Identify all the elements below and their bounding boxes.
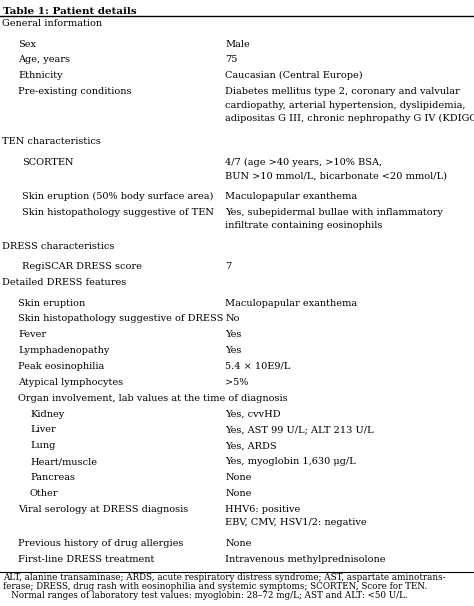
Text: Viral serology at DRESS diagnosis: Viral serology at DRESS diagnosis [18, 505, 188, 514]
Text: 7: 7 [225, 262, 231, 271]
Text: Previous history of drug allergies: Previous history of drug allergies [18, 539, 183, 548]
Text: 5.4 × 10E9/L: 5.4 × 10E9/L [225, 362, 291, 371]
Text: 4/7 (age >40 years, >10% BSA,: 4/7 (age >40 years, >10% BSA, [225, 158, 382, 167]
Text: Pre-existing conditions: Pre-existing conditions [18, 87, 131, 96]
Text: Male: Male [225, 39, 250, 48]
Text: Yes, myoglobin 1,630 μg/L: Yes, myoglobin 1,630 μg/L [225, 457, 356, 466]
Text: Ethnicity: Ethnicity [18, 72, 63, 80]
Text: No: No [225, 315, 239, 324]
Text: Intravenous methylprednisolone: Intravenous methylprednisolone [225, 554, 386, 564]
Text: Table 1: Patient details: Table 1: Patient details [3, 7, 137, 16]
Text: Skin histopathology suggestive of TEN: Skin histopathology suggestive of TEN [22, 207, 214, 216]
Text: Sex: Sex [18, 39, 36, 48]
Text: Yes, AST 99 U/L; ALT 213 U/L: Yes, AST 99 U/L; ALT 213 U/L [225, 425, 374, 435]
Text: HHV6: positive: HHV6: positive [225, 505, 301, 514]
Text: Atypical lymphocytes: Atypical lymphocytes [18, 378, 123, 387]
Text: ferase; DRESS, drug rash with eosinophilia and systemic symptoms; SCORTEN, Score: ferase; DRESS, drug rash with eosinophil… [3, 582, 427, 591]
Text: Diabetes mellitus type 2, coronary and valvular: Diabetes mellitus type 2, coronary and v… [225, 87, 460, 96]
Text: Skin histopathology suggestive of DRESS: Skin histopathology suggestive of DRESS [18, 315, 223, 324]
Text: None: None [225, 539, 252, 548]
Text: Lymphadenopathy: Lymphadenopathy [18, 346, 109, 355]
Text: Yes, cvvHD: Yes, cvvHD [225, 410, 281, 419]
Text: Maculopapular exanthema: Maculopapular exanthema [225, 299, 357, 308]
Text: Yes, subepidermal bullae with inflammatory: Yes, subepidermal bullae with inflammato… [225, 207, 443, 216]
Text: Pancreas: Pancreas [30, 473, 75, 482]
Text: TEN characteristics: TEN characteristics [2, 137, 101, 146]
Text: Yes: Yes [225, 346, 242, 355]
Text: EBV, CMV, HSV1/2: negative: EBV, CMV, HSV1/2: negative [225, 518, 367, 527]
Text: 75: 75 [225, 55, 237, 64]
Text: Maculopapular exanthema: Maculopapular exanthema [225, 191, 357, 201]
Text: infiltrate containing eosinophils: infiltrate containing eosinophils [225, 221, 383, 230]
Text: Skin eruption (50% body surface area): Skin eruption (50% body surface area) [22, 191, 213, 201]
Text: DRESS characteristics: DRESS characteristics [2, 242, 114, 251]
Text: ALT, alanine transaminase; ARDS, acute respiratory distress syndrome; AST, aspar: ALT, alanine transaminase; ARDS, acute r… [3, 573, 446, 582]
Text: Fever: Fever [18, 330, 46, 339]
Text: Heart/muscle: Heart/muscle [30, 457, 97, 466]
Text: adipositas G III, chronic nephropathy G IV (KDIGO): adipositas G III, chronic nephropathy G … [225, 114, 474, 123]
Text: Yes, ARDS: Yes, ARDS [225, 441, 277, 450]
Text: RegiSCAR DRESS score: RegiSCAR DRESS score [22, 262, 142, 271]
Text: Other: Other [30, 489, 58, 498]
Text: General information: General information [2, 19, 102, 28]
Text: Organ involvement, lab values at the time of diagnosis: Organ involvement, lab values at the tim… [18, 394, 288, 403]
Text: SCORTEN: SCORTEN [22, 158, 73, 167]
Text: Normal ranges of laboratory test values: myoglobin: 28–72 mg/L; AST and ALT: <50: Normal ranges of laboratory test values:… [3, 591, 408, 601]
Text: cardiopathy, arterial hypertension, dyslipidemia,: cardiopathy, arterial hypertension, dysl… [225, 101, 465, 110]
Text: Yes: Yes [225, 330, 242, 339]
Text: >5%: >5% [225, 378, 248, 387]
Text: Skin eruption: Skin eruption [18, 299, 85, 308]
Text: BUN >10 mmol/L, bicarbonate <20 mmol/L): BUN >10 mmol/L, bicarbonate <20 mmol/L) [225, 171, 447, 180]
Text: Liver: Liver [30, 425, 56, 435]
Text: Caucasian (Central Europe): Caucasian (Central Europe) [225, 72, 363, 81]
Text: Age, years: Age, years [18, 55, 70, 64]
Text: First-line DRESS treatment: First-line DRESS treatment [18, 554, 155, 564]
Text: Detailed DRESS features: Detailed DRESS features [2, 278, 126, 287]
Text: Kidney: Kidney [30, 410, 64, 419]
Text: Lung: Lung [30, 441, 55, 450]
Text: None: None [225, 473, 252, 482]
Text: None: None [225, 489, 252, 498]
Text: Peak eosinophilia: Peak eosinophilia [18, 362, 104, 371]
